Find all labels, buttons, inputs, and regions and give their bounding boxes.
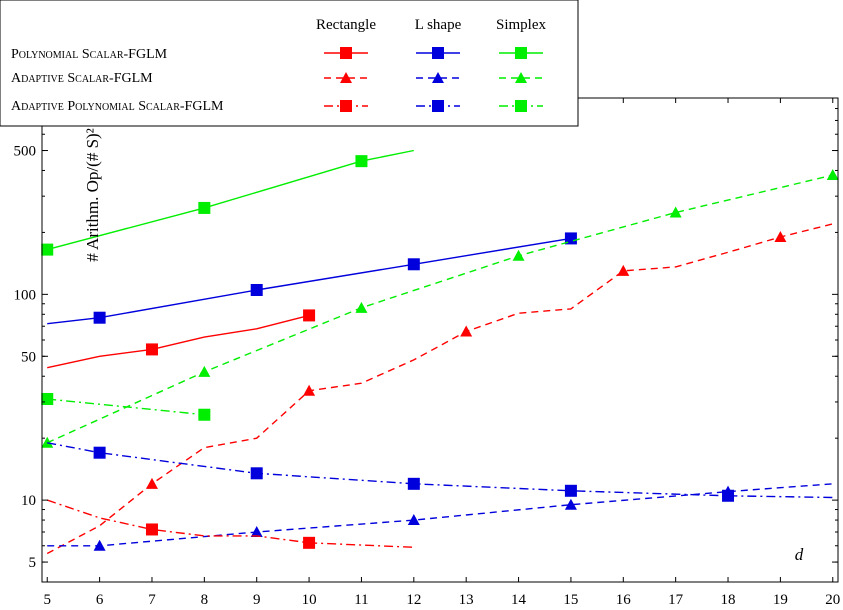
series-line [46, 223, 833, 555]
legend-sample-marker [340, 47, 352, 59]
y-axis-label: # Arithm. Op/(# S)² [83, 128, 102, 262]
legend-header-l-shape: L shape [415, 17, 462, 33]
data-point [250, 467, 263, 480]
x-tick-label: 6 [96, 592, 104, 608]
data-point [41, 393, 54, 406]
legend-header-simplex: Simplex [496, 17, 547, 33]
data-point [564, 484, 577, 497]
data-point [250, 525, 263, 537]
legend: Rectangle L shape Simplex Polynomial Sca… [0, 0, 579, 127]
plot-frame [41, 97, 839, 583]
legend-box [0, 0, 579, 127]
legend-label-adaptive: Adaptive Scalar-FGLM [11, 71, 153, 86]
series-line [47, 483, 833, 547]
x-tick-label: 20 [825, 592, 840, 608]
y-tick-label: 50 [21, 349, 36, 365]
x-tick-label: 8 [201, 592, 209, 608]
data-point [564, 232, 577, 245]
x-tick-label: 19 [773, 592, 788, 608]
legend-sample-marker [432, 47, 444, 59]
x-tick-label: 12 [406, 592, 421, 608]
legend-samples [324, 47, 543, 112]
data-point [826, 169, 839, 181]
y-tick-label: 10 [21, 493, 36, 509]
data-point [564, 498, 577, 510]
x-tick-label: 7 [148, 592, 156, 608]
data-point [617, 264, 630, 276]
legend-sample-marker [515, 100, 527, 112]
x-tick-label: 5 [43, 592, 51, 608]
data-point [460, 325, 473, 337]
data-point [512, 249, 525, 261]
x-tick-label: 9 [253, 592, 261, 608]
legend-sample-marker [515, 47, 527, 59]
data-point [303, 536, 316, 549]
y-tick-label: 500 [14, 144, 37, 160]
data-point [145, 523, 158, 536]
legend-sample-marker [432, 72, 444, 83]
data-point [145, 343, 158, 356]
legend-sample-marker [515, 72, 527, 83]
x-tick-label: 10 [302, 592, 317, 608]
legend-label-adaptive-polynomial: Adaptive Polynomial Scalar-FGLM [11, 99, 224, 114]
x-axis-label: d [795, 545, 804, 564]
data-point [303, 384, 316, 396]
series-layer [41, 149, 839, 555]
data-point [93, 539, 106, 551]
series-line [47, 398, 205, 416]
data-point [407, 477, 420, 490]
data-point [669, 206, 682, 218]
data-point [41, 436, 54, 448]
data-point [41, 243, 54, 256]
x-tick-label: 18 [721, 592, 736, 608]
x-tick-label: 14 [511, 592, 527, 608]
data-point [198, 201, 211, 214]
data-point [355, 155, 368, 168]
data-point [407, 514, 420, 526]
legend-sample-marker [340, 72, 352, 83]
y-tick-label: 100 [14, 287, 37, 303]
data-point [774, 230, 787, 242]
data-point [355, 301, 368, 313]
x-tick-label: 17 [668, 592, 684, 608]
y-tick-label: 5 [29, 555, 37, 571]
data-point [93, 446, 106, 459]
x-tick-label: 16 [616, 592, 632, 608]
x-tick-label: 15 [563, 592, 578, 608]
x-tick-label: 13 [459, 592, 474, 608]
data-point [250, 283, 263, 296]
data-point [198, 365, 211, 377]
series-line [47, 314, 310, 369]
legend-label-polynomial: Polynomial Scalar-FGLM [11, 47, 168, 62]
data-point [722, 489, 735, 502]
data-point [145, 477, 158, 489]
data-point [303, 309, 316, 322]
legend-sample-marker [432, 100, 444, 112]
data-point [93, 311, 106, 324]
series-line [47, 149, 414, 251]
series-line [46, 174, 833, 444]
data-point [198, 408, 211, 421]
legend-header-rectangle: Rectangle [316, 17, 376, 33]
series-line [47, 442, 833, 499]
legend-sample-marker [340, 100, 352, 112]
data-point [407, 258, 420, 271]
x-tick-label: 11 [354, 592, 368, 608]
